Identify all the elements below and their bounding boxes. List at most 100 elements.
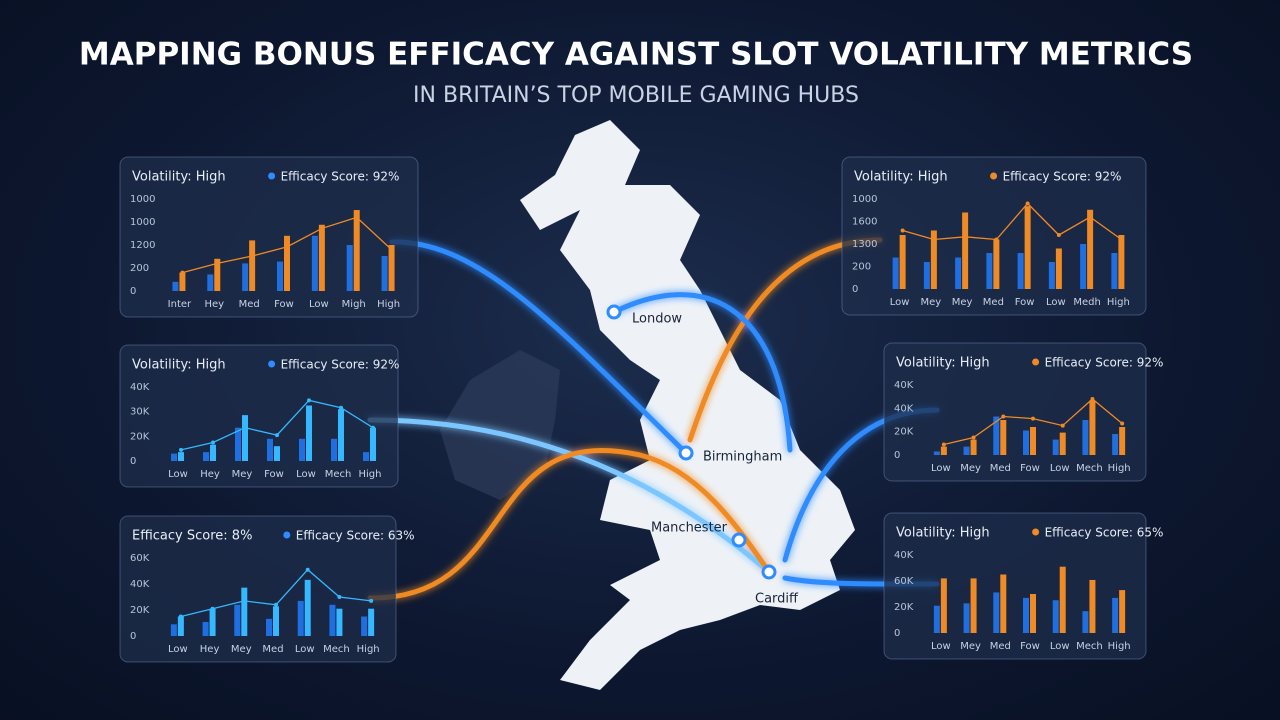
bar [970, 439, 977, 455]
x-tick-label: Hey [200, 469, 220, 480]
trend-point [1056, 233, 1061, 237]
x-tick-label: High [357, 644, 380, 655]
bar [1119, 590, 1126, 633]
x-tick-label: Low [931, 641, 951, 652]
y-tick-label: 1000 [130, 194, 155, 205]
bar [1112, 434, 1119, 455]
x-tick-label: Migh [342, 299, 366, 310]
trend-point [337, 595, 342, 599]
trend-line [902, 202, 1122, 241]
x-tick-label: Mey [921, 297, 942, 308]
bar [277, 261, 283, 291]
bar [273, 606, 279, 636]
x-tick-label: Mech [1076, 463, 1103, 474]
x-tick-label: Low [168, 644, 188, 655]
bar [178, 452, 184, 461]
bar [1059, 432, 1066, 455]
panel-title: Volatility: High [854, 170, 948, 185]
y-tick-label: 20K [894, 427, 914, 438]
chart-panel: Volatility: High Efficacy Score: 92% 1000 1… [841, 156, 1147, 316]
bar [361, 616, 368, 636]
x-tick-label: Mey [960, 463, 981, 474]
title: MAPPING BONUS EFFICACY AGAINST SLOT VOLA… [79, 37, 1193, 73]
panel-title: Volatility: High [896, 356, 990, 371]
y-tick-label: 0 [130, 286, 136, 297]
y-tick-label: 20K [894, 602, 914, 613]
x-tick-label: Low [931, 463, 951, 474]
bar [986, 253, 993, 289]
bar [1118, 235, 1125, 289]
x-tick-label: Low [296, 469, 316, 480]
bar [1017, 253, 1024, 289]
trend-point [941, 442, 946, 447]
bar [177, 616, 184, 636]
bar [970, 578, 977, 633]
city-dot [606, 304, 622, 320]
y-tick-label: 40K [894, 403, 914, 414]
bar [363, 452, 369, 461]
bar [170, 624, 177, 636]
bar [1055, 248, 1062, 289]
x-tick-label: Mech [325, 469, 352, 480]
bar [930, 230, 937, 289]
panel-title: Volatility: High [132, 170, 226, 185]
bar [214, 258, 221, 291]
legend-label: Efficacy Score: 92% [1003, 170, 1122, 184]
x-tick-label: Med [990, 463, 1011, 474]
x-tick-label: Low [309, 299, 329, 310]
bar [235, 427, 241, 461]
connection [367, 447, 772, 601]
panel-background [883, 342, 1147, 482]
x-tick-label: Fow [274, 299, 294, 310]
trend-point [1001, 414, 1006, 419]
x-tick-label: Low [1050, 463, 1070, 474]
x-tick-label: Mey [952, 297, 973, 308]
x-tick-label: Med [983, 297, 1004, 308]
connections [367, 237, 940, 601]
chart-panel: Efficacy Score: 8% Efficacy Score: 63% 60K… [119, 515, 415, 663]
panel-title: Efficacy Score: 8% [132, 529, 252, 544]
city-label: Manchester [651, 521, 728, 536]
trend-point [305, 567, 310, 572]
x-tick-label: Med [239, 299, 260, 310]
y-tick-label: 0 [894, 628, 900, 639]
x-tick-label: Mech [1076, 641, 1103, 652]
trend-point [307, 398, 311, 403]
panel-background [841, 156, 1147, 316]
trend-point [1025, 201, 1030, 206]
city-dot [678, 445, 694, 461]
trend-point [243, 425, 247, 430]
x-tick-label: Mey [960, 641, 981, 652]
bar [241, 587, 248, 636]
bar [940, 446, 947, 455]
bar [299, 438, 305, 461]
trend-point [389, 247, 394, 252]
legend-dot [283, 531, 291, 539]
bar [172, 281, 179, 291]
y-tick-label: 40K [894, 550, 914, 561]
y-tick-label: 40K [130, 382, 150, 393]
bar [311, 235, 318, 291]
y-tick-label: 0 [852, 284, 858, 295]
y-tick-label: 20K [130, 605, 150, 616]
y-tick-label: 200 [130, 263, 149, 274]
trend-point [179, 447, 183, 452]
chart-panel: Volatility: High Efficacy Score: 92% 1000 1… [119, 156, 419, 318]
trend-point [994, 237, 999, 242]
bar [1080, 244, 1087, 289]
legend-label: Efficacy Score: 92% [281, 358, 400, 372]
bar [284, 235, 290, 291]
bar [993, 239, 1000, 289]
ireland [440, 350, 560, 500]
x-tick-label: Low [168, 469, 188, 480]
panel-background [119, 515, 397, 663]
bar [1023, 597, 1029, 633]
bar [267, 438, 273, 461]
y-tick-label: 60K [130, 553, 150, 564]
x-tick-label: Hey [204, 299, 224, 310]
trend-point [369, 598, 374, 603]
y-tick-label: 0 [894, 450, 900, 461]
legend-dot [990, 172, 998, 180]
city-dots [606, 304, 777, 580]
